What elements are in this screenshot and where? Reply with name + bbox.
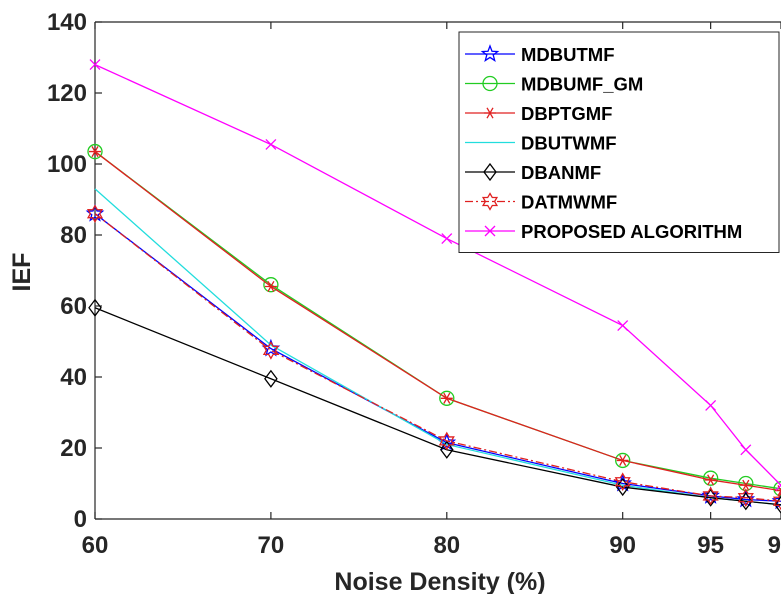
y-axis-label: IEF — [8, 253, 36, 292]
data-point-dbptgmf — [704, 474, 717, 486]
data-point-proposed-algorithm — [265, 139, 277, 150]
data-point-mdbumf-gm — [87, 143, 103, 160]
x-tick-label: 60 — [82, 532, 109, 559]
legend-item-datmwmf: DATMWMF — [465, 192, 617, 213]
legend-item-mdbumf-gm: MDBUMF_GM — [465, 74, 643, 95]
data-point-datmwmf — [614, 472, 631, 492]
series-dbanmf — [88, 298, 781, 514]
y-tick-label: 20 — [60, 435, 87, 462]
data-point-dbptgmf — [739, 479, 752, 491]
data-point-datmwmf — [737, 488, 754, 508]
legend-label-mdbumf-gm: MDBUMF_GM — [521, 74, 643, 95]
data-point-dbptgmf — [264, 280, 277, 292]
data-point-proposed-algorithm — [705, 399, 717, 411]
data-point-mdbumf-gm — [615, 452, 631, 469]
data-point-mdbumf-gm — [439, 390, 455, 406]
legend-label-proposed-algorithm: PROPOSED ALGORITHM — [521, 221, 742, 242]
series-line-mdbutmf — [94, 213, 781, 502]
legend-item-dbptgmf: DBPTGMF — [465, 103, 612, 124]
legend-marker-mdbutmf — [480, 44, 500, 62]
legend-item-dbanmf: DBANMF — [465, 162, 601, 183]
y-tick-label: 60 — [60, 293, 87, 320]
x-tick-label: 90 — [609, 532, 636, 559]
data-point-datmwmf — [702, 486, 719, 506]
legend-item-mdbutmf: MDBUTMF — [465, 44, 615, 65]
legend-label-datmwmf: DATMWMF — [521, 192, 617, 213]
data-point-datmwmf — [262, 341, 279, 360]
legend-marker-proposed-algorithm — [484, 225, 496, 237]
y-tick-label: 40 — [60, 364, 87, 391]
legend-label-dbutwmf: DBUTWMF — [521, 133, 617, 154]
data-point-dbanmf — [615, 477, 630, 497]
data-point-mdbumf-gm — [773, 481, 781, 497]
y-tick-label: 140 — [47, 9, 87, 36]
series-datmwmf — [86, 204, 781, 511]
legend-item-proposed-algorithm: PROPOSED ALGORITHM — [465, 221, 742, 242]
series-dbptgmf — [89, 146, 781, 497]
legend: MDBUTMF MDBUMF_GM DBPTGMF DBUTWMF DBANMF DATM… — [458, 31, 780, 253]
data-point-dbanmf — [88, 298, 102, 317]
data-point-datmwmf — [438, 431, 455, 451]
series-proposed-algorithm — [89, 59, 781, 491]
x-tick-label: 80 — [433, 532, 460, 559]
data-point-dbanmf — [703, 488, 718, 507]
data-point-dbanmf — [264, 369, 278, 388]
y-tick-label: 100 — [47, 151, 87, 178]
legend-marker-mdbumf-gm — [482, 75, 498, 92]
data-point-proposed-algorithm — [441, 233, 453, 245]
legend-item-dbutwmf: DBUTWMF — [465, 133, 617, 154]
series-lines — [85, 59, 781, 514]
data-point-proposed-algorithm — [775, 479, 781, 491]
y-tick-label: 0 — [74, 506, 87, 533]
data-point-proposed-algorithm — [740, 444, 752, 456]
data-point-datmwmf — [772, 491, 781, 511]
x-axis-label: Noise Density (%) — [334, 568, 545, 594]
x-tick-label: 95 — [697, 532, 724, 559]
axes: 0 20 40 60 80 100 120 140 60 70 80 90 95 99 — [47, 9, 781, 559]
series-line-dbanmf — [94, 307, 781, 506]
x-tick-label: 70 — [258, 532, 285, 559]
data-point-dbptgmf — [616, 454, 629, 466]
legend-marker-datmwmf — [481, 192, 499, 211]
legend-label-mdbutmf: MDBUTMF — [521, 44, 615, 65]
data-point-dbanmf — [439, 440, 454, 459]
y-tick-label: 80 — [60, 222, 87, 249]
data-point-dbptgmf — [89, 146, 101, 158]
y-tick-label: 120 — [47, 80, 87, 107]
legend-label-dbanmf: DBANMF — [521, 162, 601, 183]
legend-label-dbptgmf: DBPTGMF — [521, 103, 612, 124]
x-tick-label: 99 — [768, 532, 781, 559]
data-point-proposed-algorithm — [89, 59, 101, 71]
data-point-proposed-algorithm — [617, 320, 629, 331]
data-point-mdbumf-gm — [263, 277, 279, 293]
data-point-dbptgmf — [440, 392, 453, 404]
data-point-dbanmf — [774, 495, 781, 514]
legend-marker-dbptgmf — [484, 107, 496, 119]
data-point-datmwmf — [86, 204, 104, 224]
legend-marker-dbanmf — [483, 162, 497, 182]
series-line-datmwmf — [94, 213, 781, 502]
data-point-dbanmf — [739, 492, 753, 511]
